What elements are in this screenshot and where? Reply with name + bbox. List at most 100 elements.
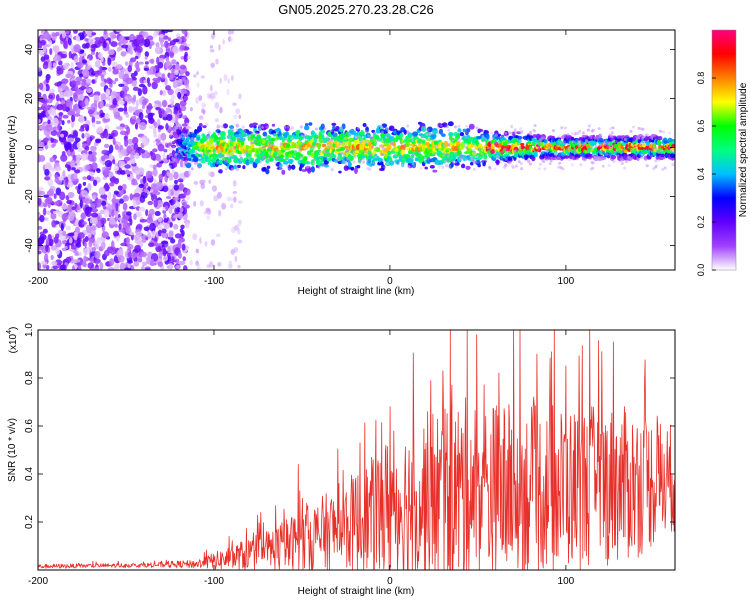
spectrogram-cell <box>163 213 167 220</box>
spectrogram-cell <box>271 123 276 127</box>
spectrogram-cell <box>577 139 581 143</box>
spectrogram-cell <box>570 163 574 167</box>
spectrogram-cell <box>210 95 214 102</box>
spectrogram-cell <box>101 231 109 239</box>
spectrogram-cell <box>143 38 151 48</box>
spectrogram-cell <box>73 55 79 63</box>
spectrogram-cell <box>360 138 364 142</box>
spectrogram-cell <box>121 183 127 191</box>
spectrogram-x-tick-label: -200 <box>28 276 48 287</box>
spectrogram-cell <box>136 45 143 54</box>
spectrogram-cell <box>252 137 256 141</box>
spectrogram-cell <box>38 118 41 124</box>
spectrogram-cell <box>243 134 247 138</box>
spectrogram-cell <box>510 124 514 128</box>
spectrogram-cell <box>231 128 235 132</box>
spectrogram-cell <box>260 148 264 152</box>
spectrogram-cell <box>181 30 188 35</box>
spectrogram-cell <box>181 243 186 251</box>
spectrogram-cell <box>654 165 658 169</box>
spectrogram-cell <box>185 71 190 77</box>
spectrogram-cell <box>445 152 449 156</box>
spectrogram-cell <box>374 155 378 159</box>
spectrogram-cell <box>494 133 498 137</box>
spectrogram-cell <box>287 167 291 171</box>
spectrogram-cell <box>100 81 107 87</box>
spectrogram-cell <box>500 135 504 139</box>
spectrogram-cell <box>209 48 215 53</box>
spectrogram-cell <box>179 228 184 233</box>
spectrogram-cell <box>200 152 204 156</box>
spectrogram-cell <box>94 250 101 259</box>
spectrogram-cell <box>150 152 156 161</box>
spectrogram-cell <box>488 166 492 170</box>
spectrogram-cell <box>102 129 108 139</box>
spectrogram-cell <box>400 163 404 167</box>
colorbar-tick-label: 0.2 <box>696 216 706 229</box>
spectrogram-cell <box>157 217 163 223</box>
spectrogram-cell <box>113 165 120 172</box>
spectrogram-cell <box>179 100 187 107</box>
spectrogram-cell <box>411 135 415 139</box>
spectrogram-cell <box>362 160 366 164</box>
spectrogram-cell <box>331 122 337 126</box>
spectrogram-cell <box>236 168 240 172</box>
spectrogram-cell <box>196 263 201 270</box>
spectrogram-cell <box>566 133 570 137</box>
spectrogram-cell <box>135 170 139 175</box>
spectrogram-cell <box>340 126 344 130</box>
spectrogram-cell <box>179 44 185 51</box>
spectrogram-cell <box>136 34 144 44</box>
spectrogram-cell <box>217 132 221 136</box>
spectrogram-cell <box>605 152 609 156</box>
spectrogram-cell <box>464 135 468 139</box>
spectrogram-cell <box>82 59 88 64</box>
spectrogram-cell <box>70 61 74 70</box>
spectrogram-cell <box>124 224 129 231</box>
spectrogram-cell <box>640 156 644 160</box>
spectrogram-cell <box>233 114 238 120</box>
spectrogram-cell <box>65 73 72 79</box>
spectrogram-cell <box>465 145 469 149</box>
spectrogram-cell <box>187 131 191 135</box>
spectrogram-cell <box>203 211 208 215</box>
spectrogram-cell <box>118 83 125 87</box>
spectrogram-cell <box>375 148 381 153</box>
spectrogram-cell <box>55 233 60 239</box>
spectrogram-cell <box>112 66 116 70</box>
spectrogram-cell <box>438 128 444 135</box>
spectrogram-cell <box>420 137 424 141</box>
spectrogram-cell <box>354 150 360 154</box>
spectrogram-cell <box>75 242 82 248</box>
spectrogram-cell <box>342 159 346 163</box>
spectrogram-cell <box>303 133 307 137</box>
spectrogram-cell <box>120 44 129 49</box>
spectrogram-cell <box>142 175 147 184</box>
spectrogram-cell <box>106 96 111 101</box>
spectrogram-cell <box>63 138 67 145</box>
spectrogram-cell <box>455 165 459 169</box>
spectrogram-cell <box>90 51 95 55</box>
spectrogram-cell <box>117 255 125 263</box>
spectrogram-cell <box>103 209 110 218</box>
spectrogram-cell <box>470 161 474 166</box>
spectrogram-cell <box>85 78 92 84</box>
spectrogram-cell <box>100 209 105 214</box>
spectrogram-cell <box>591 166 595 170</box>
spectrogram-cell <box>62 114 69 119</box>
spectrogram-cell <box>53 201 60 206</box>
spectrogram-cell <box>138 122 147 131</box>
spectrogram-cell <box>388 135 393 141</box>
spectrogram-cell <box>67 149 71 157</box>
spectrogram-cell <box>176 144 180 148</box>
spectrogram-cell <box>115 203 119 212</box>
spectrogram-cell <box>348 132 352 136</box>
spectrogram-cell <box>538 141 542 145</box>
spectrogram-cell <box>119 130 127 136</box>
spectrogram-cell <box>219 130 226 138</box>
spectrogram-cell <box>492 144 496 148</box>
spectrogram-cell <box>54 166 62 172</box>
spectrogram-cell <box>134 55 139 60</box>
spectrogram-cell <box>657 159 661 163</box>
spectrogram-cell <box>303 125 310 131</box>
